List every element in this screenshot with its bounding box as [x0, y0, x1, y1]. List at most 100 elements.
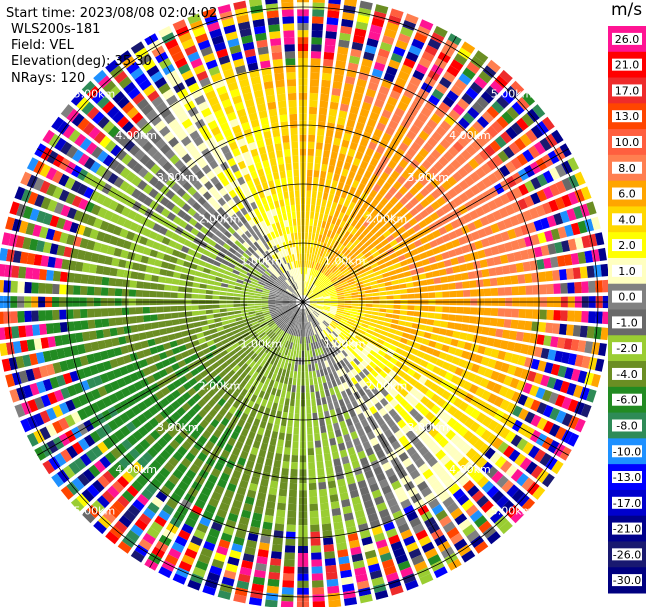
- velocity-gate: [191, 288, 200, 294]
- velocity-gate: [530, 399, 541, 412]
- velocity-gate: [447, 188, 458, 199]
- velocity-gate: [434, 107, 447, 119]
- velocity-gate: [331, 266, 339, 274]
- velocity-gate: [353, 128, 363, 138]
- velocity-gate: [311, 559, 323, 567]
- velocity-gate: [343, 161, 352, 171]
- velocity-gate: [574, 281, 582, 294]
- velocity-gate: [357, 115, 368, 125]
- velocity-gate: [464, 175, 475, 187]
- velocity-gate: [336, 159, 344, 169]
- velocity-gate: [402, 136, 413, 147]
- velocity-gate: [309, 218, 314, 226]
- velocity-gate: [546, 215, 557, 228]
- velocity-gate: [391, 257, 400, 265]
- velocity-gate: [526, 370, 537, 383]
- velocity-gate: [406, 310, 415, 316]
- velocity-gate: [372, 304, 380, 308]
- velocity-gate: [513, 226, 524, 238]
- velocity-gate: [216, 326, 224, 332]
- velocity-gate: [309, 85, 319, 94]
- velocity-gate: [504, 286, 513, 296]
- velocity-gate: [413, 239, 423, 248]
- velocity-gate: [292, 378, 297, 386]
- velocity-gate: [453, 122, 466, 135]
- velocity-gate: [352, 34, 365, 44]
- velocity-gate: [199, 315, 207, 321]
- velocity-gate: [220, 282, 229, 288]
- velocity-gate: [315, 308, 322, 312]
- velocity-gate: [329, 290, 337, 294]
- velocity-gate: [398, 320, 406, 326]
- velocity-gate: [264, 429, 272, 438]
- velocity-gate: [86, 286, 95, 296]
- velocity-gate: [425, 271, 434, 279]
- velocity-gate: [325, 260, 331, 268]
- velocity-gate: [457, 136, 469, 148]
- velocity-gate: [595, 280, 603, 293]
- velocity-gate: [330, 305, 338, 309]
- velocity-gate: [508, 330, 518, 341]
- velocity-gate: [519, 133, 532, 147]
- velocity-gate: [533, 346, 543, 358]
- velocity-gate: [151, 274, 159, 283]
- velocity-gate: [397, 226, 406, 235]
- velocity-gate: [315, 293, 323, 297]
- velocity-gate: [277, 382, 283, 391]
- velocity-gate: [327, 431, 335, 439]
- velocity-gate: [309, 378, 314, 386]
- velocity-gate: [307, 427, 313, 435]
- velocity-gate: [477, 228, 487, 239]
- velocity-gate: [45, 283, 53, 294]
- velocity-gate: [398, 185, 408, 196]
- velocity-gate: [316, 398, 322, 406]
- velocity-gate: [325, 466, 334, 475]
- velocity-gate: [316, 280, 323, 287]
- velocity-gate: [564, 224, 574, 237]
- velocity-gate: [405, 282, 414, 288]
- velocity-gate: [541, 116, 555, 131]
- velocity-gate: [94, 319, 103, 329]
- velocity-gate: [389, 8, 404, 19]
- velocity-gate: [394, 191, 404, 201]
- velocity-gate: [323, 302, 331, 305]
- velocity-gate: [420, 106, 433, 118]
- velocity-gate: [522, 261, 531, 272]
- velocity-gate: [329, 308, 337, 312]
- velocity-gate: [114, 288, 123, 297]
- velocity-gate: [510, 122, 524, 136]
- velocity-gate: [321, 266, 327, 274]
- velocity-gate: [274, 452, 283, 461]
- velocity-gate: [347, 170, 356, 180]
- velocity-gate: [368, 31, 381, 41]
- velocity-gate: [321, 310, 329, 314]
- velocity-gate: [334, 429, 342, 438]
- velocity-gate: [341, 96, 351, 106]
- velocity-gate: [405, 316, 414, 322]
- velocity-gate: [493, 168, 505, 181]
- velocity-gate: [266, 585, 279, 594]
- velocity-gate: [411, 323, 420, 329]
- velocity-gate: [403, 57, 416, 69]
- velocity-gate: [476, 115, 490, 129]
- velocity-gate: [351, 41, 364, 51]
- velocity-gate: [344, 298, 352, 301]
- velocity-gate: [167, 333, 176, 341]
- velocity-gate: [25, 267, 34, 280]
- velocity-gate: [273, 459, 282, 468]
- velocity-gate: [448, 314, 456, 322]
- velocity-gate: [312, 587, 325, 595]
- velocity-gate: [308, 371, 313, 379]
- velocity-gate: [331, 451, 340, 460]
- velocity-gate: [363, 51, 375, 61]
- velocity-gate: [520, 249, 529, 260]
- velocity-gate: [523, 195, 535, 208]
- velocity-gate: [454, 227, 464, 238]
- velocity-gate: [0, 311, 4, 324]
- velocity-gate: [350, 48, 362, 58]
- velocity-gate: [414, 203, 425, 213]
- velocity-gate: [292, 441, 299, 449]
- velocity-gate: [317, 256, 322, 264]
- velocity-gate: [213, 313, 221, 318]
- velocity-gate: [354, 85, 366, 95]
